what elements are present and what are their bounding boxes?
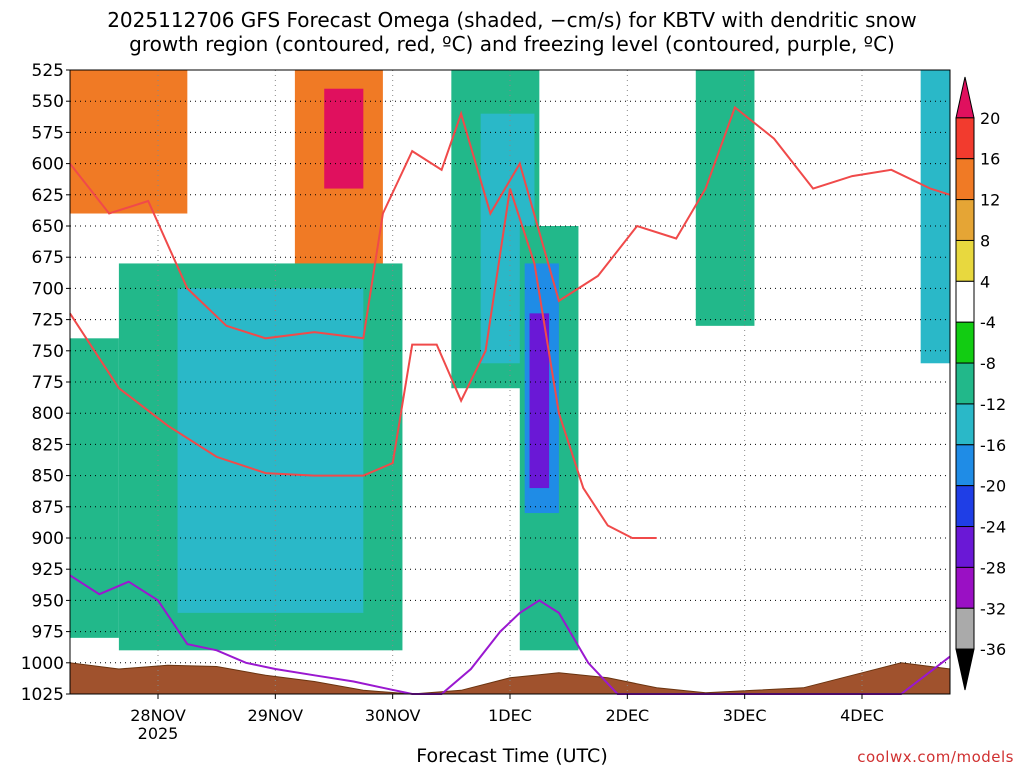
y-tick-label: 675 (32, 248, 64, 268)
colorbar-box (955, 117, 975, 160)
y-tick-label: 950 (32, 591, 64, 611)
chart-title-line-1: 2025112706 GFS Forecast Omega (shaded, −… (107, 8, 917, 32)
colorbar-bottom-triangle (955, 648, 975, 691)
colorbar-label: -24 (980, 518, 1006, 537)
y-tick-label: 750 (32, 342, 64, 362)
colorbar-box (955, 239, 975, 282)
isotherm-line (69, 105, 951, 340)
chart-title-line-2: growth region (contoured, red, ºC) and f… (129, 32, 895, 56)
x-tick-label: 4DEC (840, 706, 884, 725)
y-tick-label: 575 (32, 123, 64, 143)
y-tick-label: 600 (32, 155, 64, 175)
colorbar-label: -20 (980, 477, 1006, 496)
colorbar-box (955, 566, 975, 609)
y-tick-label: 725 (32, 311, 64, 331)
credit-link[interactable]: coolwx.com/models (857, 748, 1014, 766)
colorbar-label: -12 (980, 395, 1006, 414)
omega-shading-cell (529, 313, 550, 489)
colorbar-box (955, 403, 975, 446)
y-tick-label: 925 (32, 560, 64, 580)
y-tick-label: 775 (32, 373, 64, 393)
colorbar-box (955, 199, 975, 241)
x-tick-label: 3DEC (723, 706, 767, 725)
y-tick-label: 975 (32, 623, 64, 643)
x-tick-label: 28NOV (130, 706, 186, 725)
y-tick-label: 850 (32, 467, 64, 487)
colorbar-label: 4 (980, 272, 990, 291)
colorbar-label: -32 (980, 599, 1006, 618)
omega-shading-cell (70, 70, 188, 214)
colorbar-box (955, 321, 975, 364)
terrain-surface (69, 662, 951, 695)
isotherm-line (69, 188, 657, 539)
colorbar-label: -8 (980, 354, 996, 373)
y-tick-label: 1025 (21, 685, 64, 705)
y-tick-label: 625 (32, 186, 64, 206)
colorbar-top-triangle (955, 76, 975, 119)
colorbar-box (955, 526, 975, 568)
x-tick-label: 1DEC (488, 706, 532, 725)
colorbar-box (955, 444, 975, 487)
y-tick-label: 900 (32, 529, 64, 549)
omega-shading-cell (920, 70, 950, 364)
colorbar-box (955, 485, 975, 528)
colorbar-label: 8 (980, 231, 990, 250)
colorbar-box (955, 158, 975, 201)
colorbar-label: -4 (980, 313, 996, 332)
x-tick-label: 30NOV (365, 706, 421, 725)
colorbar-label: -28 (980, 558, 1006, 577)
x-tick-label: 29NOV (248, 706, 304, 725)
omega-shading-cell (324, 88, 364, 189)
colorbar-label: 20 (980, 109, 1000, 128)
colorbar-box (955, 607, 975, 650)
colorbar-label: 12 (980, 191, 1000, 210)
colorbar-box (955, 362, 975, 405)
colorbar-label: -36 (980, 640, 1006, 659)
y-tick-label: 525 (32, 61, 64, 81)
y-tick-label: 550 (32, 92, 64, 112)
colorbar-label: -16 (980, 436, 1006, 455)
y-tick-label: 700 (32, 279, 64, 299)
omega-shading-cell (187, 363, 344, 538)
omega-shading-cell (695, 70, 755, 326)
x-tick-year-label: 2025 (138, 724, 179, 743)
y-tick-label: 825 (32, 435, 64, 455)
y-tick-label: 650 (32, 217, 64, 237)
omega-shading-cell (70, 338, 119, 638)
colorbar-label: 16 (980, 150, 1000, 169)
colorbar-box (955, 280, 975, 323)
x-tick-label: 2DEC (605, 706, 649, 725)
y-tick-label: 875 (32, 498, 64, 518)
x-axis-label: Forecast Time (UTC) (416, 745, 608, 767)
y-tick-label: 1000 (21, 654, 64, 674)
y-tick-label: 800 (32, 404, 64, 424)
